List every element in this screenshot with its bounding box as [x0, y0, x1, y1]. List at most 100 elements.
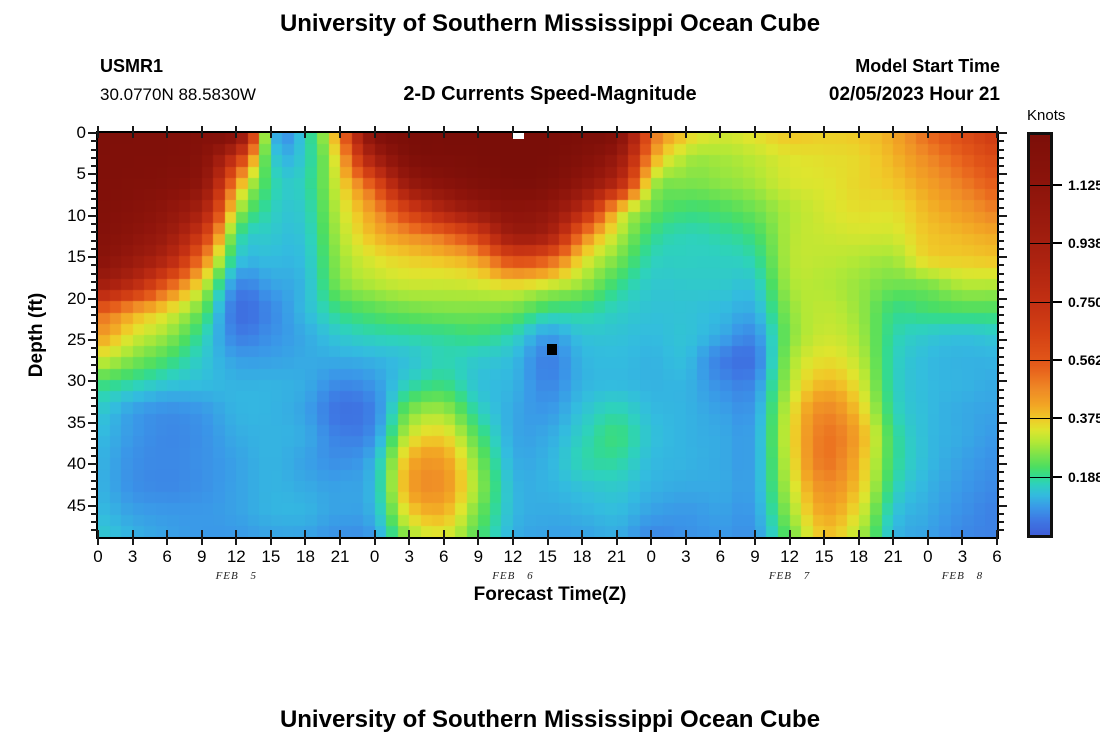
y-tick-mark — [998, 347, 1004, 350]
x-tick-mark — [615, 530, 618, 545]
x-tick-mark — [511, 530, 514, 545]
colorbar-tick-line — [1030, 184, 1050, 186]
y-tick-mark — [998, 156, 1004, 159]
y-tick-mark — [91, 156, 97, 159]
y-tick-mark — [998, 471, 1004, 474]
x-tick-label: 0 — [646, 547, 656, 566]
y-tick-mark — [998, 380, 1007, 383]
x-tick-mark — [339, 530, 342, 545]
x-tick-mark — [97, 530, 99, 545]
x-tick-mark — [269, 530, 272, 545]
x-tick-mark — [996, 126, 998, 138]
colorbar-tick-label: 1.125 — [1068, 176, 1100, 193]
y-tick-mark — [91, 487, 97, 490]
colorbar-tick-line — [1030, 476, 1050, 478]
y-tick-mark — [998, 363, 1004, 366]
x-tick-mark — [166, 126, 169, 138]
station-coordinates: 30.0770N 88.5830W — [100, 85, 256, 104]
y-tick-mark — [91, 281, 97, 284]
colorbar-tick-line — [1030, 243, 1050, 245]
y-tick-mark — [91, 496, 97, 499]
y-tick-mark — [998, 504, 1007, 507]
y-tick-mark — [88, 173, 97, 176]
x-tick-mark — [442, 530, 445, 545]
y-tick-mark — [91, 148, 97, 151]
x-tick-mark — [650, 126, 653, 138]
colorbar-tick-line — [1030, 360, 1050, 362]
y-tick-mark — [998, 529, 1004, 532]
y-tick-label: 0 — [76, 123, 86, 142]
x-tick-mark — [97, 126, 99, 138]
colorbar-tick-label: 0.188 — [1068, 468, 1100, 485]
y-tick-mark — [88, 463, 97, 466]
y-tick-mark — [998, 479, 1004, 482]
x-tick-mark — [511, 126, 514, 138]
y-tick-mark — [91, 372, 97, 375]
y-tick-mark — [998, 330, 1004, 333]
colorbar-tick-label: 0.938 — [1068, 235, 1100, 252]
x-tick-mark — [373, 530, 376, 545]
heatmap-canvas — [98, 133, 997, 537]
x-axis-date-labels: FEB 5 FEB 6 FEB 7 FEB 8 — [0, 570, 1100, 584]
y-tick-mark — [998, 463, 1007, 466]
y-tick-mark — [91, 512, 97, 515]
x-tick-mark — [166, 530, 169, 545]
colorbar-tick-stub — [1053, 417, 1062, 420]
y-tick-mark — [91, 529, 97, 532]
x-tick-mark — [892, 126, 895, 138]
y-tick-mark — [91, 264, 97, 267]
y-tick-mark — [91, 521, 97, 524]
x-tick-mark — [235, 126, 238, 138]
y-tick-mark — [91, 289, 97, 292]
x-tick-mark — [996, 530, 998, 545]
x-tick-mark — [961, 530, 964, 545]
y-tick-label: 10 — [67, 205, 86, 225]
x-tick-mark — [339, 126, 342, 138]
x-tick-mark — [200, 126, 203, 138]
data-gap-marker — [512, 132, 524, 139]
x-tick-label: 6 — [162, 547, 172, 566]
y-tick-mark — [998, 372, 1004, 375]
y-tick-mark — [91, 198, 97, 201]
x-tick-label: 12 — [503, 547, 523, 566]
y-tick-mark — [91, 388, 97, 391]
y-tick-mark — [998, 247, 1004, 250]
y-tick-mark — [998, 165, 1004, 168]
y-tick-mark — [91, 396, 97, 399]
y-tick-label: 15 — [67, 247, 86, 267]
page-title: University of Southern Mississippi Ocean… — [279, 10, 821, 37]
plot-subtitle: 2-D Currents Speed-Magnitude — [403, 83, 697, 105]
x-tick-label: 9 — [473, 547, 484, 566]
x-tick-mark — [235, 530, 238, 545]
colorbar-tick-stub — [1053, 475, 1062, 478]
x-tick-mark — [684, 126, 687, 138]
x-tick-mark — [961, 126, 964, 138]
colorbar-title: Knots — [1027, 107, 1066, 124]
y-tick-mark — [998, 297, 1007, 300]
colorbar-tick-line — [1030, 418, 1050, 420]
y-tick-mark — [998, 173, 1007, 176]
y-tick-mark — [998, 189, 1004, 192]
y-tick-mark — [88, 338, 97, 341]
y-tick-mark — [998, 496, 1004, 499]
x-tick-label: 21 — [607, 547, 627, 566]
x-tick-mark — [892, 530, 895, 545]
y-tick-mark — [998, 132, 1007, 134]
y-tick-mark — [998, 289, 1004, 292]
x-tick-mark — [753, 530, 756, 545]
x-date-label: FEB 5 — [215, 570, 258, 582]
x-tick-label: 6 — [992, 547, 1002, 566]
y-tick-mark — [998, 231, 1004, 234]
y-tick-mark — [998, 355, 1004, 358]
x-tick-mark — [546, 530, 549, 545]
y-tick-mark — [88, 421, 97, 424]
x-tick-label: 3 — [681, 547, 691, 566]
x-tick-mark — [131, 126, 134, 138]
y-tick-mark — [998, 338, 1007, 341]
y-tick-mark — [91, 272, 97, 275]
x-tick-mark — [684, 530, 687, 545]
y-tick-mark — [91, 454, 97, 457]
y-tick-mark — [998, 239, 1004, 242]
x-tick-label: 15 — [538, 547, 557, 566]
